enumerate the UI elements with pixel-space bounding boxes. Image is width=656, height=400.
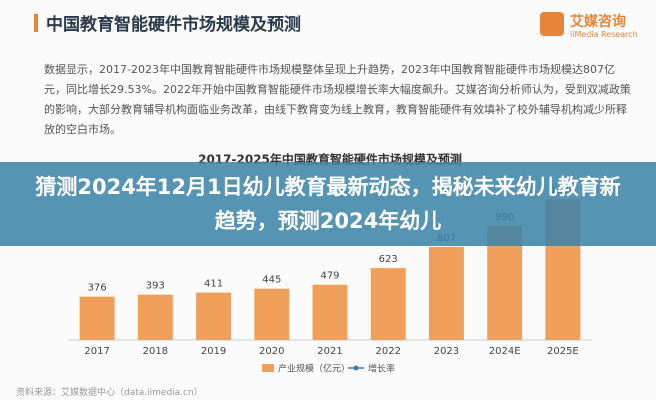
overlay-title: 猜测2024年12月1日幼儿教育最新动态，揭秘未来幼儿教育新趋势，预测2024年… bbox=[35, 175, 621, 233]
value-label: 445 bbox=[262, 275, 281, 286]
value-label: 393 bbox=[146, 281, 165, 292]
x-tick-label: 2017 bbox=[84, 346, 109, 357]
bar bbox=[428, 246, 464, 340]
legend-label: 增长率 bbox=[368, 363, 395, 375]
bar bbox=[137, 294, 173, 340]
bar bbox=[370, 268, 406, 340]
x-tick-label: 2018 bbox=[143, 346, 168, 357]
value-label: 376 bbox=[88, 283, 107, 294]
paragraph: 数据显示，2017-2023年中国教育智能硬件市场规模整体呈现上升趋势，2023… bbox=[44, 63, 631, 136]
x-tick-label: 2023 bbox=[434, 346, 459, 357]
x-tick-label: 2020 bbox=[259, 346, 284, 357]
bar bbox=[79, 296, 115, 340]
overlay-banner: 猜测2024年12月1日幼儿教育最新动态，揭秘未来幼儿教育新趋势，预测2024年… bbox=[0, 162, 656, 246]
source-note: 资料来源：艾媒数据中心（data.iimedia.cn） bbox=[16, 388, 203, 398]
x-tick-label: 2019 bbox=[201, 346, 226, 357]
x-tick-label: 2024E bbox=[489, 346, 521, 357]
value-label: 479 bbox=[320, 271, 339, 282]
legend-label: 产业规模（亿元） bbox=[278, 363, 350, 375]
bar bbox=[196, 292, 232, 340]
logo-text: 艾媒咨询 bbox=[570, 14, 626, 30]
x-tick-label: 2022 bbox=[375, 346, 400, 357]
legend-swatch bbox=[262, 364, 274, 372]
x-tick-label: 2025E bbox=[547, 346, 579, 357]
x-tick-label: 2021 bbox=[317, 346, 342, 357]
bar bbox=[312, 284, 348, 340]
accent-bar bbox=[34, 14, 38, 32]
value-label: 623 bbox=[379, 254, 398, 265]
legend-marker bbox=[353, 365, 359, 371]
bar bbox=[254, 288, 290, 340]
logo-subtext: iiMedia Research bbox=[570, 30, 638, 39]
value-label: 411 bbox=[204, 279, 223, 290]
logo-icon bbox=[540, 12, 564, 36]
header-title: 中国教育智能硬件市场规模及预测 bbox=[46, 15, 301, 35]
